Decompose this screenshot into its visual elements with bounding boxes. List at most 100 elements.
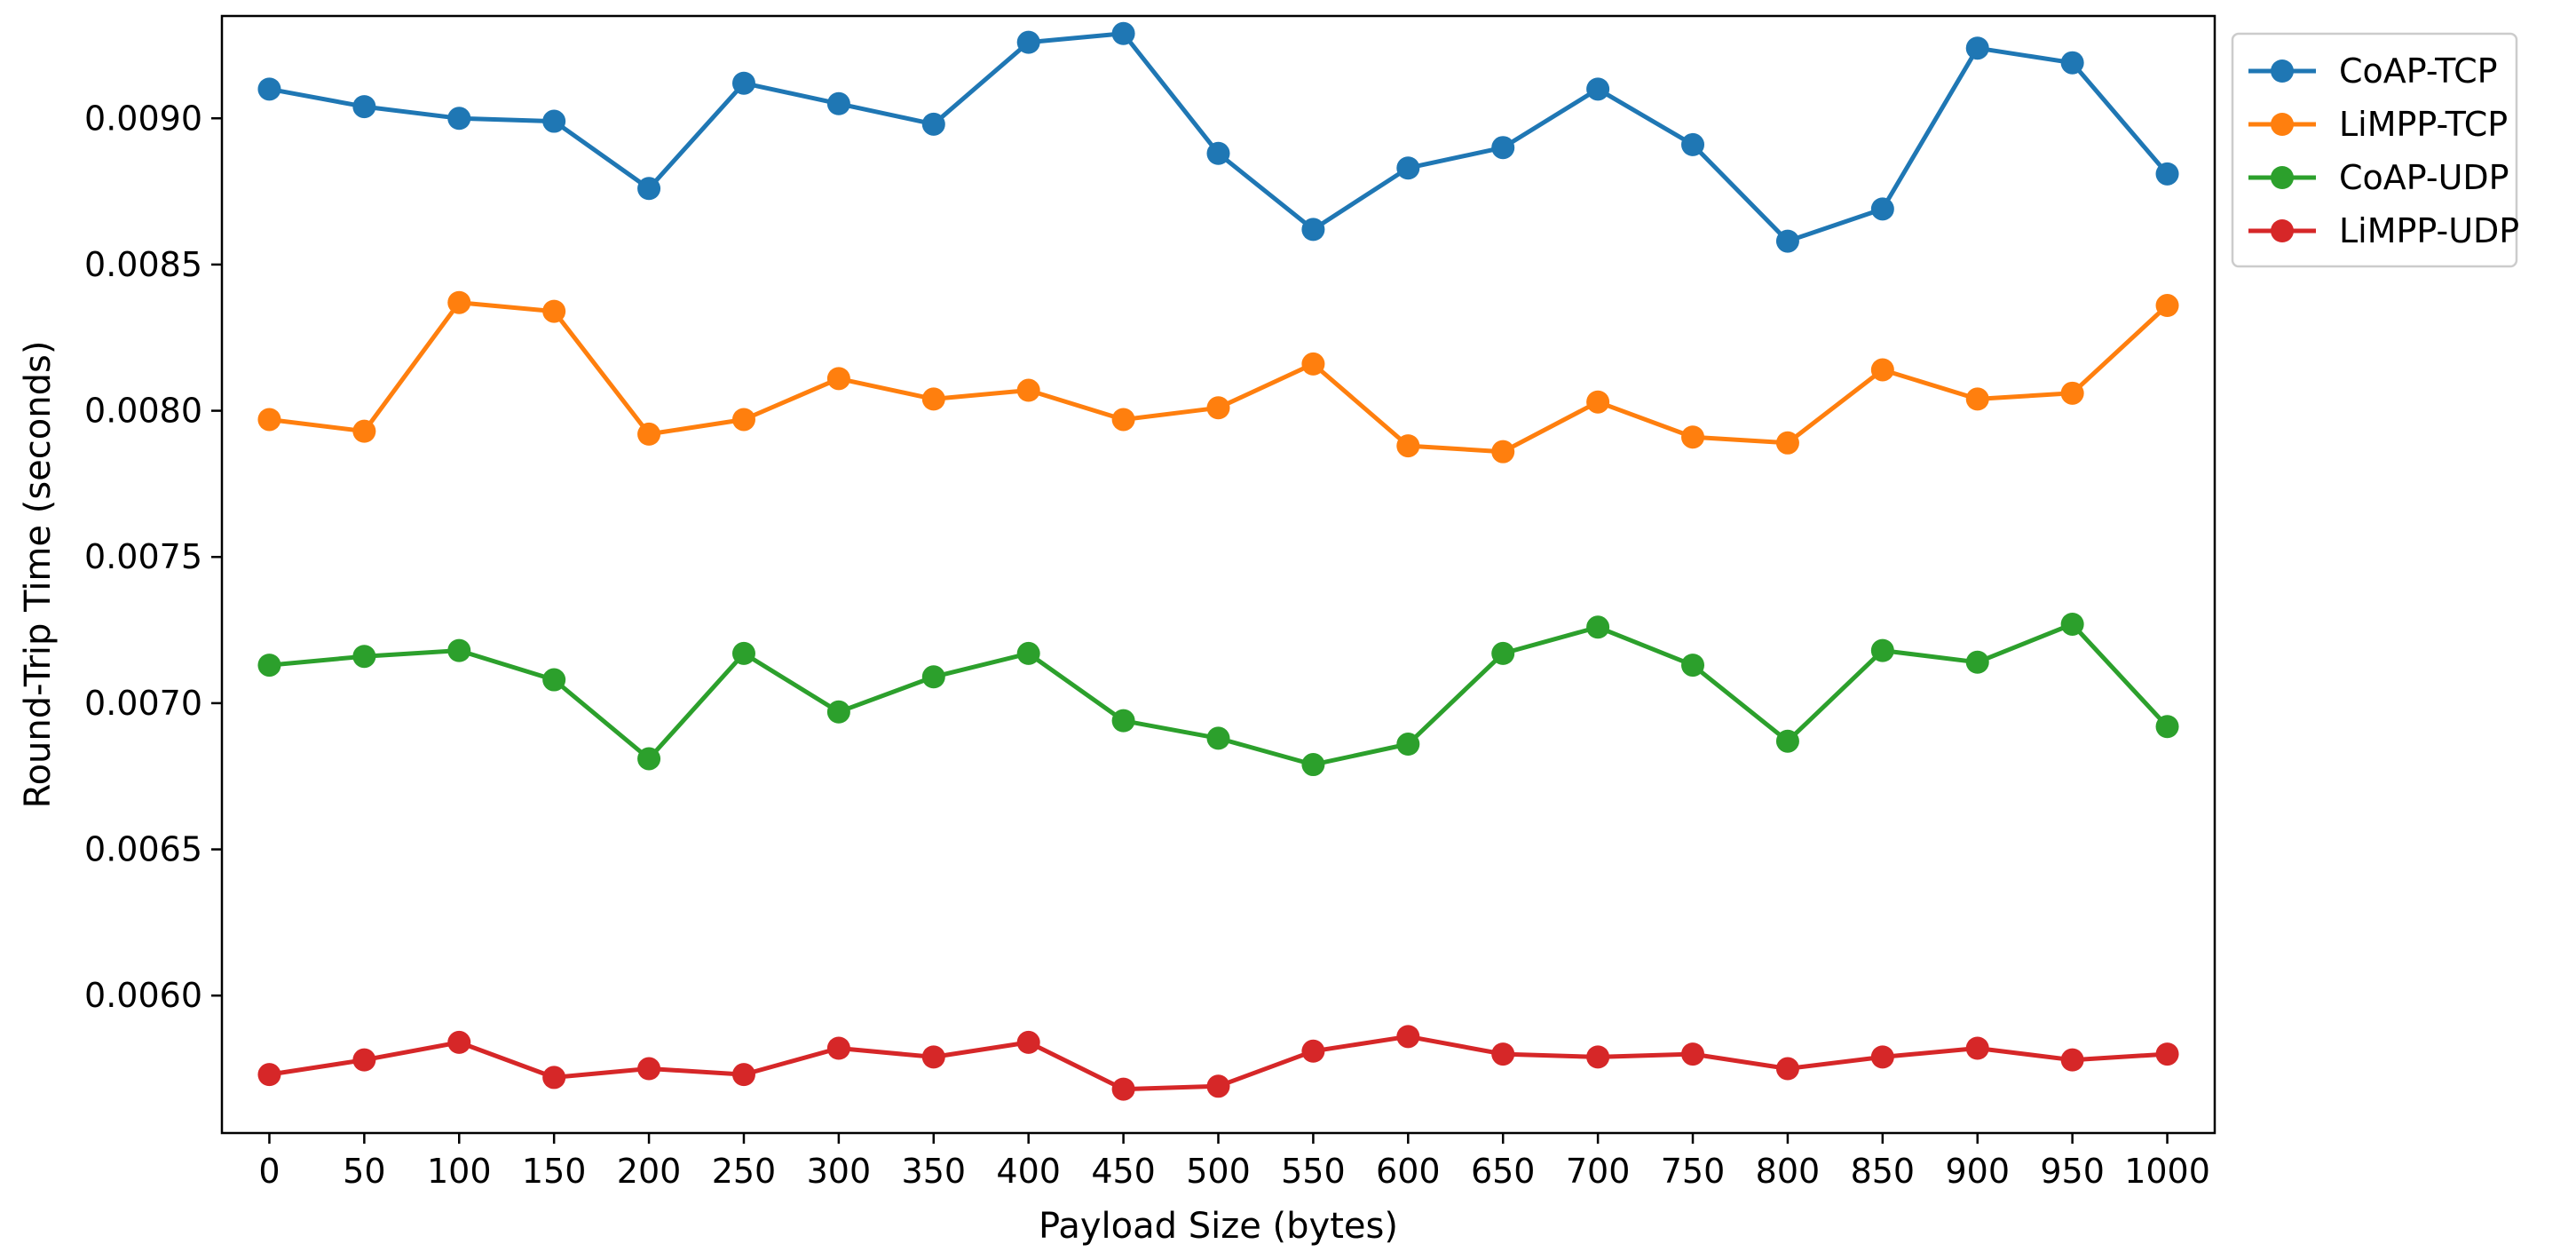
data-point-limpp-tcp	[1206, 396, 1230, 420]
data-point-limpp-udp	[447, 1030, 471, 1054]
x-axis: 0 50 100 150 200 250 300 350 400 450 500 550 600 650 7…	[258, 1133, 2210, 1191]
data-point-limpp-udp	[257, 1063, 281, 1087]
x-tick-label: 600	[1376, 1152, 1441, 1191]
x-tick-label: 50	[343, 1152, 385, 1191]
data-point-coap-udp	[1965, 650, 1989, 674]
data-point-coap-tcp	[1681, 132, 1705, 156]
data-point-coap-udp	[447, 638, 471, 662]
data-point-limpp-udp	[921, 1045, 945, 1069]
data-point-limpp-tcp	[1586, 390, 1610, 414]
data-point-limpp-udp	[2060, 1048, 2084, 1072]
series-limpp-tcp	[257, 290, 2179, 464]
x-tick-label: 350	[902, 1152, 967, 1191]
legend-label: LiMPP-UDP	[2339, 211, 2519, 250]
data-point-coap-udp	[1301, 753, 1325, 777]
data-point-coap-udp	[1775, 729, 1799, 753]
data-point-coap-tcp	[2155, 162, 2179, 186]
data-point-limpp-tcp	[1681, 425, 1705, 449]
data-point-coap-tcp	[637, 177, 661, 201]
data-point-coap-tcp	[731, 71, 755, 95]
data-point-coap-udp	[257, 654, 281, 678]
data-point-coap-tcp	[1586, 77, 1610, 101]
data-point-coap-udp	[921, 665, 945, 689]
data-point-limpp-tcp	[826, 367, 850, 391]
x-tick-label: 150	[522, 1152, 587, 1191]
legend-swatch-marker	[2271, 166, 2294, 189]
data-point-coap-udp	[1870, 638, 1894, 662]
data-point-limpp-udp	[352, 1048, 376, 1072]
x-axis-label: Payload Size (bytes)	[1039, 1206, 1398, 1247]
data-point-limpp-tcp	[1016, 378, 1040, 402]
y-axis-label: Round-Trip Time (seconds)	[18, 341, 59, 809]
x-tick-label: 850	[1851, 1152, 1916, 1191]
x-tick-label: 1000	[2124, 1152, 2210, 1191]
data-point-limpp-udp	[1586, 1045, 1610, 1069]
y-tick-label: 0.0070	[84, 684, 202, 723]
data-point-limpp-udp	[542, 1066, 566, 1090]
data-point-coap-udp	[1016, 641, 1040, 665]
data-point-limpp-udp	[1775, 1057, 1799, 1081]
legend-item-coap-udp: CoAP-UDP	[2248, 158, 2509, 197]
data-point-limpp-tcp	[1301, 352, 1325, 376]
data-point-limpp-udp	[1111, 1077, 1135, 1101]
y-tick-label: 0.0075	[84, 537, 202, 576]
data-point-limpp-udp	[1396, 1025, 1420, 1049]
data-point-limpp-tcp	[1396, 434, 1420, 458]
data-point-coap-tcp	[1396, 156, 1420, 180]
data-point-coap-tcp	[542, 109, 566, 133]
data-point-limpp-udp	[1491, 1042, 1515, 1066]
data-point-limpp-tcp	[352, 419, 376, 443]
x-tick-label: 450	[1091, 1152, 1156, 1191]
data-point-limpp-udp	[1206, 1074, 1230, 1098]
x-tick-label: 400	[996, 1152, 1061, 1191]
series-coap-udp	[257, 612, 2179, 777]
data-point-limpp-tcp	[1111, 408, 1135, 432]
data-point-limpp-udp	[826, 1036, 850, 1060]
data-point-coap-tcp	[352, 95, 376, 119]
data-point-limpp-udp	[2155, 1042, 2179, 1066]
data-point-limpp-tcp	[1775, 431, 1799, 455]
y-tick-label: 0.0080	[84, 392, 202, 431]
data-point-coap-tcp	[447, 107, 471, 131]
x-tick-label: 800	[1756, 1152, 1821, 1191]
data-point-coap-tcp	[1301, 218, 1325, 242]
x-tick-label: 0	[258, 1152, 280, 1191]
data-point-coap-udp	[1681, 654, 1705, 678]
x-tick-label: 950	[2040, 1152, 2105, 1191]
legend-item-coap-tcp: CoAP-TCP	[2248, 52, 2498, 91]
data-point-limpp-tcp	[731, 408, 755, 432]
y-tick-label: 0.0085	[84, 245, 202, 284]
data-point-limpp-tcp	[2060, 381, 2084, 405]
data-point-limpp-tcp	[257, 408, 281, 432]
legend-box	[2231, 32, 2518, 268]
legend-label: LiMPP-TCP	[2339, 105, 2508, 144]
data-point-coap-tcp	[1491, 136, 1515, 160]
data-point-coap-udp	[637, 747, 661, 771]
legend-label: CoAP-TCP	[2339, 52, 2498, 91]
y-tick-label: 0.0065	[84, 830, 202, 869]
x-tick-label: 200	[617, 1152, 682, 1191]
data-point-limpp-tcp	[542, 299, 566, 323]
y-axis: 0.0060 0.0065 0.0070 0.0075 0.0080 0.0085 0.00…	[84, 99, 222, 1015]
data-point-limpp-udp	[1965, 1036, 1989, 1060]
data-point-coap-tcp	[1965, 36, 1989, 60]
data-point-limpp-tcp	[1965, 387, 1989, 411]
data-point-coap-udp	[2060, 612, 2084, 636]
legend-swatch-marker	[2271, 219, 2294, 242]
series-coap-tcp	[257, 21, 2179, 253]
data-point-limpp-tcp	[637, 422, 661, 446]
data-point-coap-udp	[352, 645, 376, 669]
data-point-coap-tcp	[2060, 51, 2084, 75]
data-point-limpp-tcp	[921, 387, 945, 411]
data-point-limpp-tcp	[447, 290, 471, 314]
x-tick-label: 300	[807, 1152, 872, 1191]
data-point-limpp-udp	[1870, 1045, 1894, 1069]
data-point-coap-tcp	[921, 112, 945, 136]
legend-swatch-marker	[2271, 113, 2294, 136]
data-point-coap-udp	[1491, 641, 1515, 665]
data-point-coap-udp	[826, 700, 850, 724]
legend-swatch-marker	[2271, 59, 2294, 83]
data-point-limpp-udp	[1681, 1042, 1705, 1066]
legend-item-limpp-tcp: LiMPP-TCP	[2248, 105, 2508, 144]
data-point-coap-tcp	[1111, 21, 1135, 45]
